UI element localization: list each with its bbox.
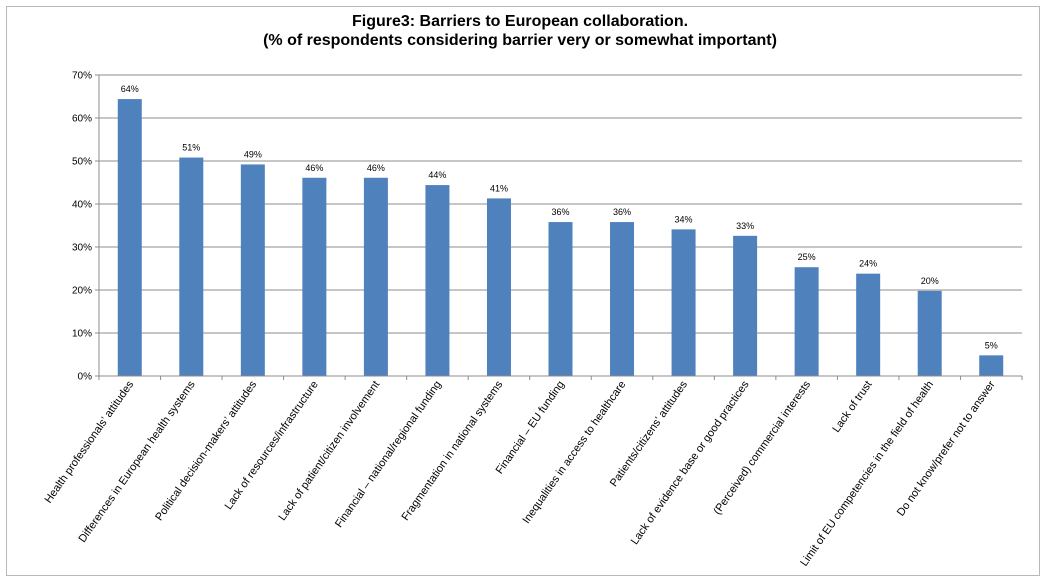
chart-subtitle: (% of respondents considering barrier ve…	[263, 32, 777, 49]
bar	[856, 273, 881, 376]
x-tick-label: Inequalities in access to healthcare	[520, 379, 628, 526]
bar	[671, 229, 696, 376]
bar	[117, 99, 142, 376]
data-label: 64%	[121, 84, 139, 94]
bar	[240, 164, 265, 376]
data-label: 46%	[305, 163, 323, 173]
y-tick-label: 20%	[72, 286, 92, 297]
x-tick-label: Fragmentation in national systems	[400, 378, 506, 523]
x-tick-label: Lack of trust	[830, 379, 874, 435]
data-label: 34%	[675, 214, 693, 224]
bar	[794, 267, 819, 376]
bar	[548, 222, 573, 376]
data-label: 51%	[182, 143, 200, 153]
bar	[363, 177, 388, 376]
chart-title: Figure3: Barriers to European collaborat…	[351, 13, 689, 30]
x-tick-label: Lack of evidence base or good practices	[629, 378, 752, 547]
data-label: 41%	[490, 183, 508, 193]
data-labels: 64% 51% 49% 46% 46% 44% 41% 36% 36% 34% 33% 25% 24% 2…	[121, 84, 998, 350]
y-tick-label: 0%	[78, 372, 93, 383]
y-axis-tick-labels: 0% 10% 20% 30% 40% 50% 60% 70%	[72, 71, 92, 383]
bar	[302, 177, 327, 376]
x-axis-category-labels: Health professionals’ attitudesDifferenc…	[42, 378, 997, 568]
data-label: 24%	[859, 259, 877, 269]
bars	[117, 99, 1004, 376]
data-label: 25%	[798, 252, 816, 262]
data-label: 36%	[551, 207, 569, 217]
data-label: 44%	[428, 170, 446, 180]
x-tick-label: Financial – national/regional funding	[333, 379, 444, 530]
bar	[486, 198, 511, 376]
bar	[917, 290, 942, 376]
x-tick-label: Political decision-makers’ attitudes	[153, 378, 259, 523]
data-label: 33%	[736, 221, 754, 231]
axes	[95, 74, 1023, 380]
y-tick-label: 50%	[72, 157, 92, 168]
y-tick-label: 10%	[72, 329, 92, 340]
chart-title-block: Figure3: Barriers to European collaborat…	[0, 12, 1040, 50]
bar	[979, 355, 1004, 376]
x-tick-label: Differences in European health systems	[77, 378, 199, 544]
x-tick-label: Lack of patient/citizen involvement	[276, 379, 382, 523]
bar	[733, 235, 758, 376]
y-tick-label: 40%	[72, 200, 92, 211]
bar	[610, 222, 635, 376]
bar	[425, 185, 450, 376]
data-label: 5%	[985, 340, 998, 350]
x-tick-label: Limit of EU competencies in the field of…	[798, 379, 936, 569]
y-tick-label: 60%	[72, 114, 92, 125]
y-tick-label: 70%	[72, 71, 92, 82]
x-tick-label: Financial – EU funding	[494, 379, 567, 477]
y-tick-label: 30%	[72, 243, 92, 254]
data-label: 20%	[921, 276, 939, 286]
data-label: 36%	[613, 207, 631, 217]
data-label: 49%	[244, 149, 262, 159]
x-tick-label: Do not know/prefer not to answer	[895, 379, 998, 519]
bar	[179, 157, 204, 376]
data-label: 46%	[367, 163, 385, 173]
